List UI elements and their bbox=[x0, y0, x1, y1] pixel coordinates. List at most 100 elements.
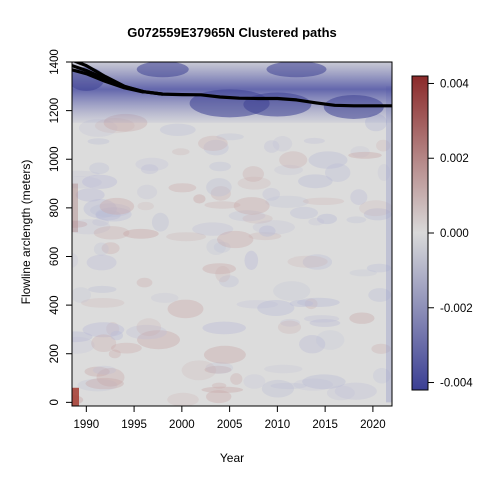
texture-cell bbox=[87, 138, 110, 145]
texture-cell bbox=[270, 382, 307, 390]
texture-cell bbox=[72, 336, 95, 354]
y-tick-label: 200 bbox=[49, 344, 61, 363]
texture-cell bbox=[126, 324, 167, 340]
texture-cell bbox=[202, 321, 246, 335]
texture-cell bbox=[230, 373, 243, 385]
x-tick-label: 2020 bbox=[360, 419, 386, 431]
corner-hotspot bbox=[72, 387, 79, 406]
texture-cell bbox=[168, 183, 197, 193]
texture-cell bbox=[373, 368, 391, 384]
texture-cell bbox=[83, 199, 117, 219]
texture-cell bbox=[237, 176, 271, 190]
texture-cell bbox=[106, 322, 120, 336]
texture-cell bbox=[233, 197, 270, 215]
texture-cell bbox=[297, 297, 340, 307]
texture-cell bbox=[110, 330, 123, 341]
texture-cell bbox=[304, 315, 340, 323]
clustered-paths bbox=[72, 62, 392, 108]
texture-cell bbox=[99, 197, 135, 215]
y-tick-label: 1200 bbox=[49, 98, 61, 124]
texture-cell bbox=[371, 343, 391, 354]
texture-cell bbox=[72, 170, 100, 177]
texture-cell bbox=[82, 174, 118, 189]
texture-cell bbox=[349, 269, 377, 277]
texture-cell bbox=[96, 368, 125, 387]
negative-blob bbox=[243, 92, 312, 117]
colorbar-ticks: 0.004 0.002 0.000 -0.002 -0.004 bbox=[428, 78, 473, 390]
colorbar-gradient bbox=[411, 75, 429, 391]
cluster-path bbox=[72, 68, 144, 94]
texture-cell bbox=[95, 207, 132, 222]
texture-cell bbox=[377, 164, 391, 181]
texture-cell bbox=[84, 366, 110, 377]
texture-cell bbox=[206, 178, 232, 197]
texture-cell bbox=[81, 298, 125, 308]
texture-cell bbox=[72, 287, 91, 303]
texture-cell bbox=[257, 300, 295, 316]
x-tick-label: 1990 bbox=[74, 419, 100, 431]
texture-cell bbox=[348, 151, 382, 159]
texture-cell bbox=[280, 318, 300, 327]
texture-cell bbox=[228, 210, 266, 222]
texture-cell bbox=[92, 218, 109, 227]
texture-cell bbox=[123, 228, 159, 239]
texture-cell bbox=[366, 263, 392, 273]
texture-cell bbox=[298, 174, 333, 189]
texture-cell bbox=[77, 378, 118, 392]
texture-cell bbox=[167, 299, 204, 319]
texture-cell bbox=[193, 194, 206, 204]
texture-cell bbox=[75, 188, 105, 202]
y-axis-label: Flowline arclength (meters) bbox=[19, 160, 33, 305]
texture-cell bbox=[308, 217, 325, 226]
left-edge-strip bbox=[72, 183, 78, 233]
texture-cell bbox=[167, 392, 199, 406]
x-tick-label: 2005 bbox=[217, 419, 243, 431]
texture-cell bbox=[376, 139, 391, 152]
texture-cell bbox=[261, 379, 294, 398]
texture-cell bbox=[206, 390, 232, 404]
texture-cell bbox=[264, 364, 303, 374]
texture-cell bbox=[92, 365, 116, 375]
heatmap-texture bbox=[72, 86, 392, 406]
texture-cell bbox=[309, 319, 341, 327]
texture-cell bbox=[202, 263, 236, 275]
texture-cell bbox=[91, 334, 117, 353]
texture-cell bbox=[204, 201, 241, 209]
texture-cell bbox=[203, 345, 246, 364]
texture-cell bbox=[359, 200, 392, 217]
texture-cell bbox=[368, 288, 392, 302]
texture-cell bbox=[316, 330, 345, 350]
texture-cell bbox=[209, 161, 232, 172]
texture-cell bbox=[302, 374, 346, 390]
texture-cell bbox=[88, 285, 117, 293]
texture-cell bbox=[289, 300, 314, 307]
texture-cell bbox=[137, 201, 154, 211]
texture-cell bbox=[349, 312, 375, 324]
texture-cell bbox=[272, 136, 293, 152]
texture-cell bbox=[350, 189, 368, 206]
texture-cell bbox=[325, 163, 351, 182]
texture-cell bbox=[211, 382, 227, 389]
texture-cell bbox=[166, 232, 207, 242]
texture-cell bbox=[136, 277, 153, 288]
texture-cell bbox=[78, 119, 118, 137]
texture-cell bbox=[303, 137, 325, 144]
texture-cell bbox=[82, 322, 125, 338]
texture-cell bbox=[89, 162, 110, 175]
y-axis: 0 200 400 600 800 1000 1200 1400 bbox=[49, 49, 72, 406]
texture-cell bbox=[252, 220, 295, 235]
texture-cell bbox=[101, 242, 120, 255]
texture-cell bbox=[72, 219, 111, 235]
colorbar-tick-label: -0.004 bbox=[440, 378, 473, 390]
texture-cell bbox=[72, 220, 88, 228]
x-tick-label: 2015 bbox=[312, 419, 338, 431]
colorbar-tick-label: 0.002 bbox=[440, 153, 469, 165]
x-tick-label: 2010 bbox=[265, 419, 291, 431]
texture-cell bbox=[259, 225, 276, 237]
heatmap-bands bbox=[72, 62, 392, 123]
texture-cell bbox=[363, 208, 392, 221]
texture-cell bbox=[326, 385, 355, 401]
texture-cell bbox=[265, 195, 309, 208]
texture-cell bbox=[273, 281, 311, 301]
